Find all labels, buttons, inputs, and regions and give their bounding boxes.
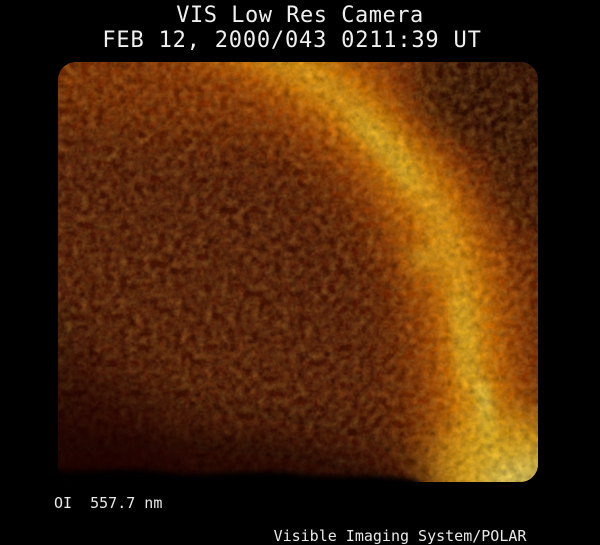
- credit-line-instrument: Visible Imaging System/POLAR: [273, 527, 527, 545]
- aurora-image-frame: [58, 62, 538, 482]
- camera-title: VIS Low Res Camera: [176, 3, 424, 28]
- timestamp: FEB 12, 2000/043 0211:39 UT: [102, 28, 482, 53]
- credits-block: Visible Imaging System/POLAR The Univers…: [228, 494, 572, 545]
- wavelength-label: OI 557.7 nm: [54, 494, 163, 512]
- aurora-image: [58, 62, 538, 482]
- bottom-shadow-layer: [58, 357, 428, 482]
